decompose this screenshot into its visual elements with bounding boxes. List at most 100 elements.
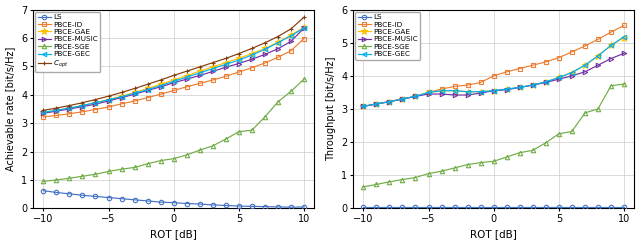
Line: PBCE-GAE: PBCE-GAE (360, 35, 627, 110)
PBCE-ID (451, 85, 458, 88)
PBCE-SGE (438, 170, 445, 173)
Legend: LS, PBCE-ID, PBCE-GAE, PBCE-MUSIC, PBCE-SGE, PBCE-GEC, $C_{opt}$: LS, PBCE-ID, PBCE-GAE, PBCE-MUSIC, PBCE-… (35, 12, 100, 73)
Line: LS: LS (41, 188, 306, 209)
PBCE-MUSIC (360, 105, 367, 108)
PBCE-ID (464, 84, 472, 86)
PBCE-GAE (555, 76, 563, 79)
PBCE-GAE (372, 102, 380, 105)
LS (477, 206, 484, 208)
PBCE-GAE (477, 90, 484, 93)
PBCE-SGE (261, 115, 269, 118)
PBCE-MUSIC (222, 66, 230, 69)
PBCE-GEC (222, 63, 230, 66)
PBCE-GAE (209, 65, 216, 68)
PBCE-ID (594, 38, 602, 41)
PBCE-SGE (464, 163, 472, 166)
LS (79, 194, 86, 197)
PBCE-ID (183, 85, 191, 88)
PBCE-GEC (144, 88, 152, 91)
PBCE-GEC (464, 90, 472, 93)
Line: PBCE-MUSIC: PBCE-MUSIC (361, 51, 626, 109)
PBCE-GEC (40, 111, 47, 114)
PBCE-MUSIC (118, 96, 125, 99)
X-axis label: ROT [dB]: ROT [dB] (470, 230, 517, 239)
PBCE-MUSIC (490, 89, 497, 92)
PBCE-GAE (248, 52, 256, 55)
PBCE-GEC (183, 76, 191, 79)
PBCE-GAE (516, 86, 524, 89)
LS (542, 206, 550, 208)
PBCE-GEC (607, 44, 615, 47)
LS (503, 206, 511, 208)
$C_{opt}$ (144, 83, 152, 86)
PBCE-ID (503, 70, 511, 73)
LS (287, 206, 295, 209)
PBCE-MUSIC (529, 84, 536, 86)
PBCE-SGE (118, 168, 125, 171)
LS (300, 206, 308, 208)
PBCE-GEC (529, 84, 536, 86)
PBCE-ID (209, 78, 216, 81)
PBCE-SGE (620, 83, 628, 86)
PBCE-GAE (287, 34, 295, 37)
$C_{opt}$ (170, 74, 177, 77)
PBCE-MUSIC (131, 93, 138, 96)
PBCE-GAE (451, 89, 458, 92)
LS (568, 206, 576, 208)
PBCE-ID (477, 81, 484, 84)
PBCE-SGE (131, 166, 138, 169)
LS (222, 204, 230, 207)
PBCE-SGE (79, 175, 86, 178)
PBCE-SGE (542, 141, 550, 144)
PBCE-ID (620, 24, 628, 27)
PBCE-MUSIC (438, 93, 445, 96)
PBCE-ID (105, 106, 113, 109)
PBCE-MUSIC (503, 88, 511, 91)
PBCE-GAE (503, 88, 511, 91)
PBCE-MUSIC (542, 81, 550, 84)
PBCE-ID (235, 71, 243, 73)
PBCE-ID (92, 108, 99, 111)
PBCE-SGE (529, 149, 536, 152)
PBCE-SGE (503, 156, 511, 159)
PBCE-MUSIC (412, 95, 419, 98)
PBCE-ID (248, 66, 256, 69)
LS (385, 206, 393, 208)
PBCE-GEC (451, 89, 458, 92)
PBCE-GAE (274, 41, 282, 44)
LS (131, 198, 138, 201)
PBCE-GEC (542, 80, 550, 83)
PBCE-GAE (464, 90, 472, 93)
PBCE-MUSIC (144, 89, 152, 92)
PBCE-GEC (287, 34, 295, 37)
PBCE-GEC (170, 80, 177, 83)
PBCE-SGE (209, 144, 216, 147)
PBCE-GEC (620, 35, 628, 38)
PBCE-GAE (490, 89, 497, 92)
PBCE-SGE (581, 111, 589, 114)
PBCE-SGE (92, 173, 99, 176)
PBCE-SGE (235, 130, 243, 133)
PBCE-GEC (248, 53, 256, 56)
PBCE-MUSIC (274, 47, 282, 50)
PBCE-GEC (412, 95, 419, 98)
PBCE-ID (412, 95, 419, 98)
PBCE-GAE (144, 87, 152, 90)
LS (581, 206, 589, 208)
LS (594, 206, 602, 208)
PBCE-SGE (385, 180, 393, 183)
LS (555, 206, 563, 208)
PBCE-SGE (372, 183, 380, 186)
PBCE-GEC (594, 54, 602, 57)
LS (92, 195, 99, 198)
PBCE-GAE (399, 98, 406, 100)
$C_{opt}$ (92, 98, 99, 101)
PBCE-GEC (425, 91, 433, 94)
LS (620, 206, 628, 208)
LS (464, 206, 472, 208)
PBCE-SGE (222, 138, 230, 141)
LS (438, 206, 445, 208)
PBCE-ID (529, 64, 536, 67)
PBCE-GAE (105, 98, 113, 101)
LS (399, 206, 406, 208)
